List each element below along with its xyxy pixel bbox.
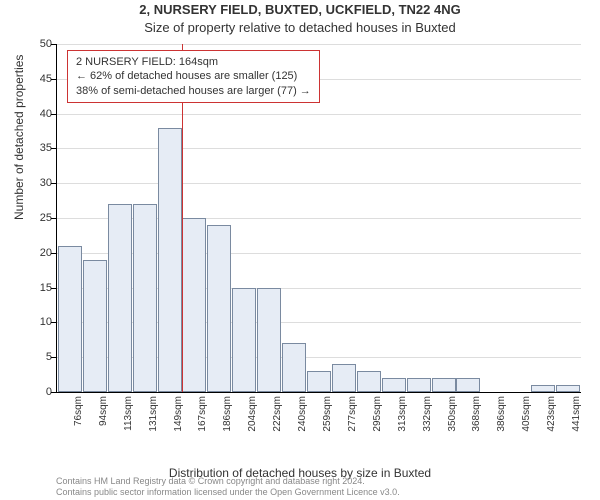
histogram-bar bbox=[282, 343, 306, 392]
x-tick-label: 240sqm bbox=[297, 396, 308, 432]
histogram-bar bbox=[58, 246, 82, 392]
x-tick-label: 313sqm bbox=[397, 396, 408, 432]
histogram-bar bbox=[407, 378, 431, 392]
annotation-box: 2 NURSERY FIELD: 164sqm ← 62% of detache… bbox=[67, 50, 320, 103]
histogram-bar bbox=[357, 371, 381, 392]
x-tick-label: 368sqm bbox=[471, 396, 482, 432]
x-tick-label: 386sqm bbox=[496, 396, 507, 432]
gridline bbox=[57, 148, 581, 149]
gridline bbox=[57, 183, 581, 184]
annotation-line: 2 NURSERY FIELD: 164sqm bbox=[76, 55, 311, 69]
x-tick-label: 167sqm bbox=[197, 396, 208, 432]
x-tick-label: 131sqm bbox=[148, 396, 159, 432]
x-tick-label: 332sqm bbox=[422, 396, 433, 432]
histogram-bar bbox=[456, 378, 480, 392]
chart-area: 2 NURSERY FIELD: 164sqm ← 62% of detache… bbox=[56, 44, 581, 393]
gridline bbox=[57, 44, 581, 45]
histogram-bar bbox=[83, 260, 107, 392]
page-title: 2, NURSERY FIELD, BUXTED, UCKFIELD, TN22… bbox=[0, 2, 600, 17]
x-tick-label: 350sqm bbox=[447, 396, 458, 432]
x-tick-label: 94sqm bbox=[98, 396, 109, 426]
x-tick-label: 113sqm bbox=[123, 396, 134, 431]
x-tick-label: 441sqm bbox=[571, 396, 582, 432]
x-tick-label: 76sqm bbox=[73, 396, 84, 426]
histogram-bar bbox=[432, 378, 456, 392]
histogram-bar bbox=[207, 225, 231, 392]
histogram-bar bbox=[531, 385, 555, 392]
annotation-line: 38% of semi-detached houses are larger (… bbox=[76, 84, 311, 98]
histogram-bar bbox=[382, 378, 406, 392]
footer-line: Contains HM Land Registry data © Crown c… bbox=[56, 476, 400, 487]
histogram-bar bbox=[257, 288, 281, 392]
x-tick-label: 295sqm bbox=[372, 396, 383, 432]
x-tick-label: 405sqm bbox=[521, 396, 532, 432]
x-tick-label: 149sqm bbox=[173, 396, 184, 432]
annotation-line: ← 62% of detached houses are smaller (12… bbox=[76, 69, 311, 83]
histogram-bar bbox=[133, 204, 157, 392]
footer-text: Contains HM Land Registry data © Crown c… bbox=[56, 476, 400, 498]
histogram-bar bbox=[556, 385, 580, 392]
x-tick-label: 423sqm bbox=[546, 396, 557, 432]
page-subtitle: Size of property relative to detached ho… bbox=[0, 20, 600, 35]
gridline bbox=[57, 114, 581, 115]
x-tick-label: 259sqm bbox=[322, 396, 333, 432]
histogram-bar bbox=[307, 371, 331, 392]
y-axis-label: Number of detached properties bbox=[12, 55, 26, 220]
x-tick-label: 186sqm bbox=[222, 396, 233, 432]
histogram-bar bbox=[158, 128, 182, 392]
x-tick-label: 204sqm bbox=[247, 396, 258, 432]
histogram-bar bbox=[232, 288, 256, 392]
x-tick-label: 222sqm bbox=[272, 396, 283, 432]
histogram-bar bbox=[332, 364, 356, 392]
footer-line: Contains public sector information licen… bbox=[56, 487, 400, 498]
histogram-bar bbox=[182, 218, 206, 392]
histogram-bar bbox=[108, 204, 132, 392]
x-tick-label: 277sqm bbox=[347, 396, 358, 432]
